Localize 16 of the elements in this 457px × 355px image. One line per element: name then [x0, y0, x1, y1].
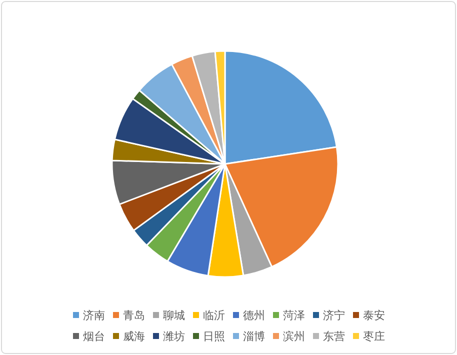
legend-label: 济南: [83, 309, 105, 322]
legend-label: 滨州: [283, 330, 305, 343]
legend-label: 聊城: [163, 309, 185, 322]
legend-label: 枣庄: [363, 330, 385, 343]
legend-label: 淄博: [243, 330, 265, 343]
legend-label: 青岛: [123, 309, 145, 322]
legend-label: 潍坊: [163, 330, 185, 343]
legend-label: 济宁: [323, 309, 345, 322]
legend-label: 临沂: [203, 309, 225, 322]
legend-label: 德州: [243, 309, 265, 322]
legend-label: 威海: [123, 330, 145, 343]
legend-label: 烟台: [83, 330, 105, 343]
legend-label: 日照: [203, 330, 225, 343]
legend-label: 东营: [323, 330, 345, 343]
legend-label: 泰安: [363, 309, 385, 322]
legend-label: 菏泽: [283, 309, 305, 322]
